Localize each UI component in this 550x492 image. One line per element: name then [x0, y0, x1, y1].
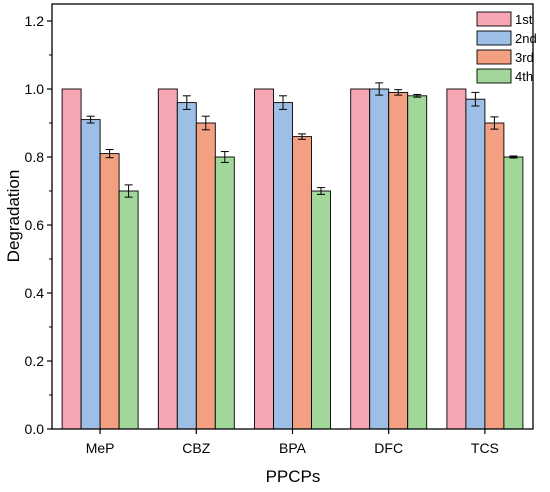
bar-TCS-1st: [446, 88, 467, 430]
bar-TCS-2nd: [465, 98, 486, 430]
legend-swatch-2nd: [476, 30, 512, 46]
bar-DFC-4th: [407, 95, 428, 430]
bar-TCS-4th: [503, 156, 524, 430]
y-tick-label: 0.2: [25, 353, 45, 369]
y-tick-label: 0.4: [25, 285, 45, 301]
bar-CBZ-1st: [157, 88, 178, 430]
bar-TCS-3rd: [484, 122, 505, 430]
bar-CBZ-4th: [214, 156, 235, 430]
bar-CBZ-2nd: [176, 102, 197, 430]
bars-layer: [61, 88, 524, 430]
bar-DFC-2nd: [369, 88, 390, 430]
bar-MeP-1st: [61, 88, 82, 430]
x-tick-label: CBZ: [182, 440, 210, 456]
x-tick-label: MeP: [86, 440, 115, 456]
y-tick-label: 1.2: [25, 13, 45, 29]
y-axis-ticks: 0.0 0.2 0.4 0.6 0.8 1.0 1.2: [25, 13, 52, 437]
y-tick-label: 0.0: [25, 421, 45, 437]
bar-BPA-3rd: [292, 136, 312, 430]
y-tick-label: 1.0: [25, 81, 45, 97]
legend-label-1st: 1st: [515, 12, 533, 27]
x-tick-label: DFC: [374, 440, 403, 456]
legend-label-2nd: 2nd: [515, 31, 537, 46]
legend-label-4th: 4th: [515, 69, 533, 84]
y-tick-label: 0.6: [25, 217, 45, 233]
bar-MeP-4th: [118, 190, 139, 430]
bar-BPA-1st: [254, 88, 274, 430]
x-tick-label: BPA: [279, 440, 307, 456]
bar-MeP-3rd: [99, 153, 120, 430]
bar-DFC-1st: [350, 88, 371, 430]
y-axis-title: Degradation: [4, 170, 23, 263]
bar-MeP-2nd: [80, 119, 101, 430]
bar-DFC-3rd: [388, 91, 409, 430]
legend-swatch-1st: [476, 11, 512, 27]
bar-BPA-4th: [311, 190, 331, 430]
legend-swatch-3rd: [476, 49, 512, 65]
legend: 1st 2nd 3rd 4th: [476, 11, 537, 84]
x-axis-title: PPCPs: [266, 467, 321, 486]
y-tick-label: 0.8: [25, 149, 45, 165]
x-tick-label: TCS: [471, 440, 499, 456]
legend-swatch-4th: [476, 68, 512, 84]
x-axis-ticks: MeP CBZ BPA DFC TCS: [86, 429, 499, 456]
bar-CBZ-3rd: [195, 122, 216, 430]
bar-BPA-2nd: [273, 102, 293, 430]
error-bars-layer: [86, 82, 518, 198]
legend-label-3rd: 3rd: [515, 50, 534, 65]
